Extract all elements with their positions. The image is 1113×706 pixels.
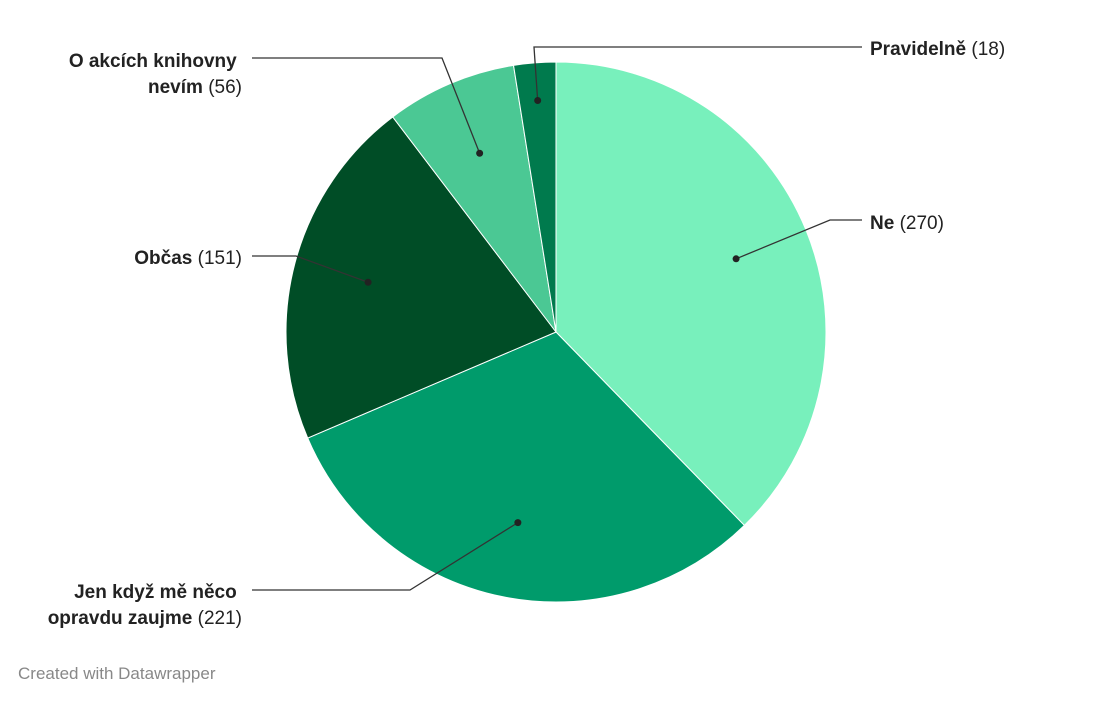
- leader-lines: [252, 46, 862, 591]
- pie-slice-obcas: [285, 116, 557, 439]
- label-ne-name: Ne: [870, 213, 894, 234]
- label-jen-kdyz-line2-wrap: opravdu zaujme (221): [48, 608, 242, 629]
- label-pravidelne-value: (18): [971, 39, 1005, 60]
- label-o-akcich-line1: O akcích knihovny: [69, 51, 237, 72]
- leader-dot-jen-kdyz: [514, 519, 522, 527]
- label-o-akcich-value: (56): [208, 77, 242, 98]
- label-o-akcich: O akcích knihovny nevím (56): [69, 51, 242, 98]
- leader-line-ne: [735, 219, 862, 260]
- leader-dot-obcas: [364, 278, 372, 286]
- pie-slices: [285, 61, 827, 603]
- leader-line-obcas: [252, 255, 369, 283]
- label-ne-value: (270): [900, 213, 944, 234]
- label-o-akcich-line2: nevím: [148, 77, 203, 98]
- label-pravidelne-name: Pravidelně: [870, 39, 966, 60]
- label-obcas-value: (151): [198, 248, 242, 269]
- label-jen-kdyz-line2: opravdu zaujme: [48, 608, 193, 629]
- leader-line-o-akcich: [252, 57, 481, 154]
- label-pravidelne: Pravidelně (18): [870, 39, 1005, 60]
- leader-dot-ne: [732, 255, 740, 263]
- label-obcas: Občas (151): [134, 248, 242, 269]
- datawrapper-credit: Created with Datawrapper: [18, 664, 216, 683]
- leader-line-jen-kdyz: [252, 522, 519, 591]
- label-jen-kdyz-value: (221): [198, 608, 242, 629]
- label-o-akcich-line2-wrap: nevím (56): [148, 77, 242, 98]
- label-obcas-name: Občas: [134, 248, 192, 269]
- label-jen-kdyz: Jen když mě něco opravdu zaujme (221): [48, 582, 242, 629]
- leader-dot-pravidelne: [534, 97, 542, 105]
- pie-slice-o-akcich: [392, 64, 557, 333]
- pie-slice-jen-kdyz: [307, 331, 746, 603]
- leader-line-pravidelne: [533, 46, 862, 101]
- label-ne: Ne (270): [870, 213, 944, 234]
- leader-dot-o-akcich: [476, 149, 484, 157]
- label-jen-kdyz-line1: Jen když mě něco: [74, 582, 237, 603]
